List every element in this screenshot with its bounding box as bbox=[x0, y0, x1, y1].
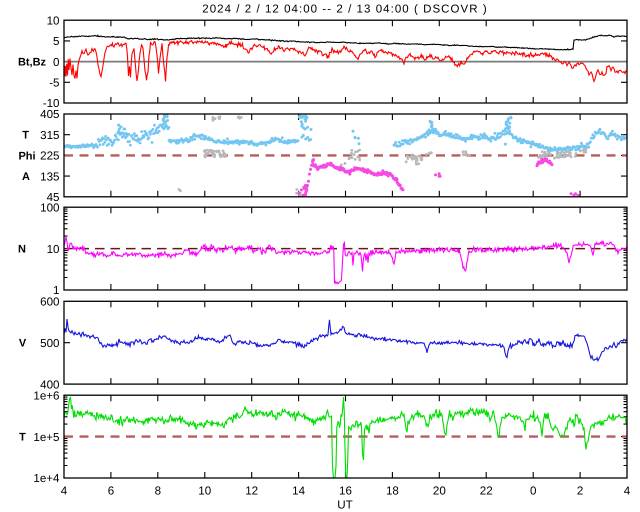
svg-text:10: 10 bbox=[198, 485, 211, 498]
svg-text:225: 225 bbox=[40, 150, 59, 163]
svg-text:4: 4 bbox=[624, 485, 631, 498]
svg-text:2024 / 2 / 12 04:00 -- 2 /: 2024 / 2 / 12 04:00 -- 2 / 13 04:00 ( DS… bbox=[202, 3, 487, 15]
svg-text:1e+4: 1e+4 bbox=[33, 472, 60, 485]
svg-text:405: 405 bbox=[40, 108, 59, 121]
svg-text:14: 14 bbox=[292, 485, 305, 498]
svg-text:10: 10 bbox=[47, 243, 60, 256]
svg-text:0: 0 bbox=[530, 485, 536, 498]
svg-text:A: A bbox=[22, 171, 30, 183]
svg-text:-10: -10 bbox=[43, 97, 60, 110]
svg-text:10: 10 bbox=[47, 14, 60, 27]
svg-text:Bt,Bz: Bt,Bz bbox=[18, 57, 47, 69]
svg-text:18: 18 bbox=[386, 485, 399, 498]
svg-text:315: 315 bbox=[40, 129, 59, 142]
svg-text:5: 5 bbox=[53, 35, 59, 48]
svg-text:Phi: Phi bbox=[18, 150, 35, 162]
svg-text:135: 135 bbox=[40, 170, 59, 183]
svg-text:20: 20 bbox=[433, 485, 446, 498]
svg-text:100: 100 bbox=[40, 201, 59, 214]
svg-text:45: 45 bbox=[47, 191, 60, 204]
svg-text:6: 6 bbox=[108, 485, 114, 498]
svg-text:1e+5: 1e+5 bbox=[33, 431, 59, 444]
svg-text:16: 16 bbox=[339, 485, 352, 498]
svg-text:22: 22 bbox=[480, 485, 493, 498]
svg-text:UT: UT bbox=[337, 499, 352, 512]
svg-text:0: 0 bbox=[53, 56, 59, 69]
svg-text:1: 1 bbox=[53, 284, 59, 297]
svg-text:2: 2 bbox=[577, 485, 583, 498]
svg-text:4: 4 bbox=[61, 485, 68, 498]
svg-text:12: 12 bbox=[245, 485, 258, 498]
svg-text:400: 400 bbox=[40, 378, 59, 391]
svg-text:500: 500 bbox=[40, 337, 59, 350]
svg-text:1e+6: 1e+6 bbox=[33, 389, 59, 402]
svg-text:V: V bbox=[19, 338, 27, 350]
svg-text:T: T bbox=[22, 130, 29, 142]
svg-text:N: N bbox=[18, 244, 26, 256]
svg-text:T: T bbox=[19, 432, 26, 444]
svg-text:-5: -5 bbox=[49, 77, 59, 90]
svg-text:600: 600 bbox=[40, 296, 59, 309]
svg-text:8: 8 bbox=[155, 485, 161, 498]
